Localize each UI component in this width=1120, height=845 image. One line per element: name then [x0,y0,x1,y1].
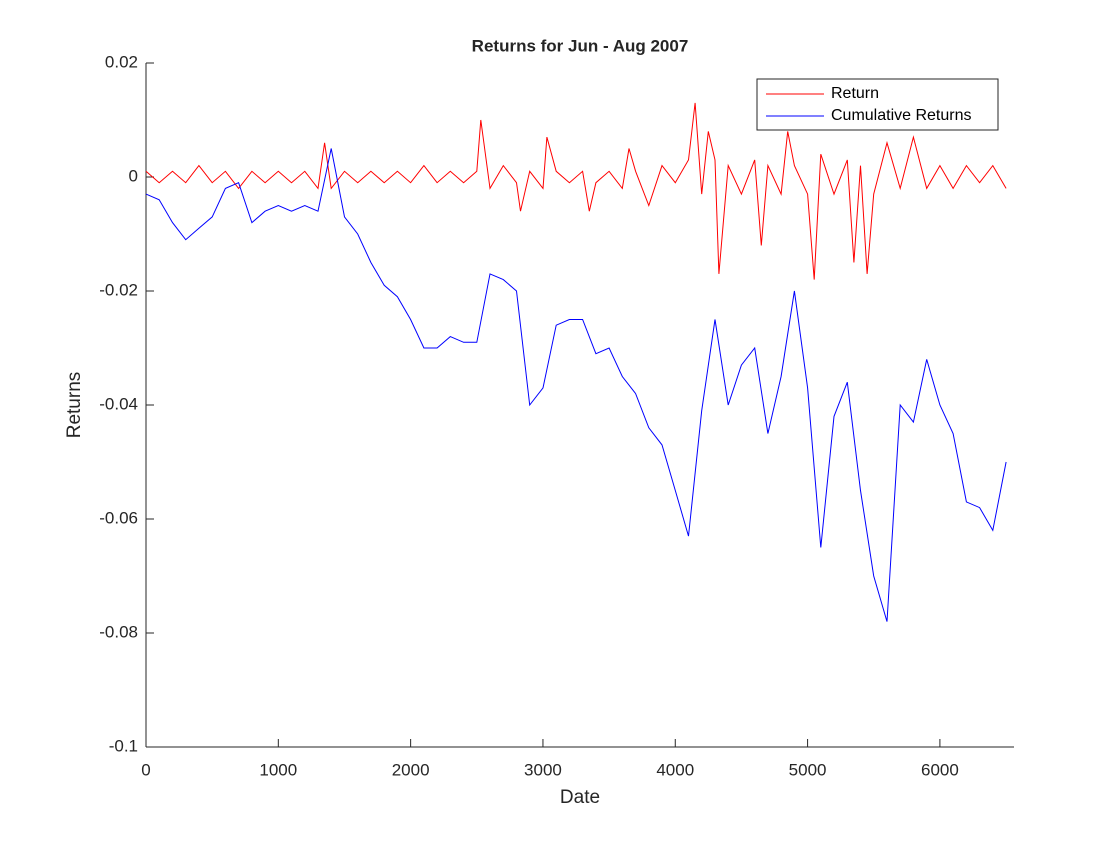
y-tick-label: -0.08 [99,622,138,641]
x-tick-label: 2000 [392,760,430,779]
chart-title: Returns for Jun - Aug 2007 [472,36,689,55]
y-tick-label: 0.02 [105,52,138,71]
x-tick-label: 3000 [524,760,562,779]
legend-label: Cumulative Returns [831,107,972,124]
series-line [145,102,1007,280]
x-tick-label: 5000 [789,760,827,779]
x-tick-label: 6000 [921,760,959,779]
x-tick-label: 4000 [656,760,694,779]
legend-box [756,78,999,131]
y-axis-label: Returns [64,372,85,439]
x-tick-label: 1000 [259,760,297,779]
series-line [145,148,1007,622]
y-tick-label: -0.04 [99,394,138,413]
x-tick-label: 0 [141,760,150,779]
y-tick-label: 0 [129,166,138,185]
y-tick-label: -0.06 [99,508,138,527]
x-axis-label: Date [560,787,600,808]
legend-label: Return [831,85,879,102]
y-tick-label: -0.1 [109,736,138,755]
y-tick-label: -0.02 [99,280,138,299]
